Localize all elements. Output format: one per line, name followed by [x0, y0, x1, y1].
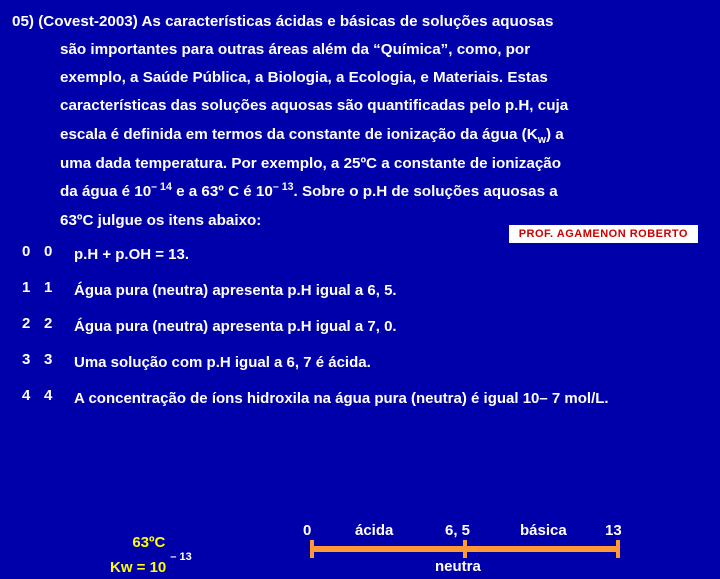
tick-icon — [616, 540, 620, 558]
tick-icon — [463, 540, 467, 558]
item-num-right: 4 — [44, 387, 74, 404]
item-num-left: 4 — [22, 387, 44, 404]
scale-bar — [310, 546, 620, 552]
item-row: 0 0 p.H + p.OH = 13. — [22, 243, 708, 267]
q-line7b: e a 63º C é 10 — [172, 183, 273, 200]
scale-temp: 63ºC — [132, 534, 165, 551]
kw-exp: – 13 — [170, 551, 191, 563]
scale-neutra: neutra — [435, 558, 481, 575]
q-line4: características das soluções aquosas são… — [60, 97, 568, 114]
q-line8: 63ºC julgue os itens abaixo: — [60, 212, 261, 229]
scale-conditions: 63ºC Kw = 10 – 13 — [110, 532, 188, 579]
question-number: 05) — [12, 13, 34, 30]
question-paragraph: 05) (Covest-2003) As características áci… — [12, 8, 708, 235]
q-line3: exemplo, a Saúde Pública, a Biologia, a … — [60, 69, 548, 86]
q-line5a: escala é definida em termos da constante… — [60, 126, 538, 143]
scale-start: 0 — [303, 522, 311, 539]
item-text: Uma solução com p.H igual a 6, 7 é ácida… — [74, 351, 708, 375]
item-num-right: 1 — [44, 279, 74, 296]
item-num-right: 2 — [44, 315, 74, 332]
item-text: Água pura (neutra) apresenta p.H igual a… — [74, 279, 708, 303]
scale-basica: básica — [520, 522, 567, 539]
items-list: 0 0 p.H + p.OH = 13. 1 1 Água pura (neut… — [22, 243, 708, 411]
q-line1: As características ácidas e básicas de s… — [141, 13, 553, 30]
tick-icon — [310, 540, 314, 558]
q-line6: uma dada temperatura. Por exemplo, a 25º… — [60, 155, 561, 172]
item-num-left: 3 — [22, 351, 44, 368]
scale-end: 13 — [605, 522, 622, 539]
item-num-left: 2 — [22, 315, 44, 332]
q-line5b: ) a — [546, 126, 564, 143]
item-row: 2 2 Água pura (neutra) apresenta p.H igu… — [22, 315, 708, 339]
q-line7c: . Sobre o p.H de soluções aquosas a — [294, 183, 558, 200]
item-num-right: 0 — [44, 243, 74, 260]
scale-acida: ácida — [355, 522, 393, 539]
item-num-left: 0 — [22, 243, 44, 260]
exp14: – 14 — [151, 181, 172, 193]
professor-name-box: PROF. AGAMENON ROBERTO — [509, 225, 698, 243]
item-row: 4 4 A concentração de íons hidroxila na … — [22, 387, 708, 411]
item-row: 3 3 Uma solução com p.H igual a 6, 7 é á… — [22, 351, 708, 375]
scale-mid: 6, 5 — [445, 522, 470, 539]
item-num-left: 1 — [22, 279, 44, 296]
q-line2: são importantes para outras áreas além d… — [60, 41, 530, 58]
kw-label: Kw = 10 — [110, 559, 166, 576]
item-text: A concentração de íons hidroxila na água… — [74, 387, 708, 411]
question-source: (Covest-2003) — [38, 13, 138, 30]
item-text: p.H + p.OH = 13. — [74, 243, 708, 267]
sub-w: w — [538, 134, 546, 146]
exp13: – 13 — [273, 181, 294, 193]
item-text: Água pura (neutra) apresenta p.H igual a… — [74, 315, 708, 339]
q-line7a: da água é 10 — [60, 183, 151, 200]
item-row: 1 1 Água pura (neutra) apresenta p.H igu… — [22, 279, 708, 303]
item-num-right: 3 — [44, 351, 74, 368]
